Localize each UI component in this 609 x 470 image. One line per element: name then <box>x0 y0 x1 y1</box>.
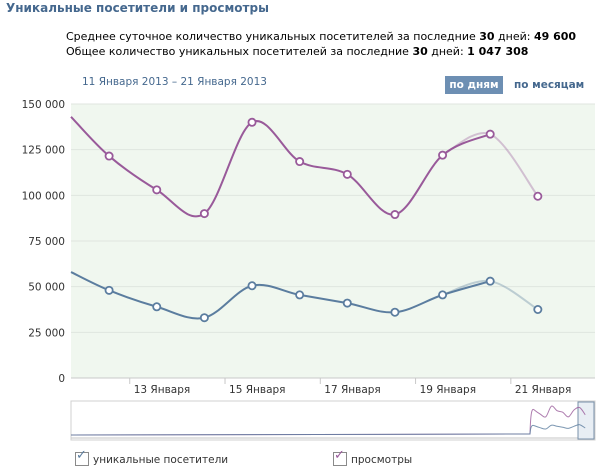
data-point <box>438 290 448 300</box>
stat-text: дней: <box>494 30 534 43</box>
average-daily-visitors-stat: Среднее суточное количество уникальных п… <box>66 30 576 43</box>
stat-text: Среднее суточное количество уникальных п… <box>66 30 480 43</box>
data-point <box>295 157 305 167</box>
x-tick-label: 21 Января <box>515 384 571 396</box>
overview-frame <box>70 400 596 441</box>
legend-views-label: просмотры <box>351 454 413 466</box>
data-point <box>295 290 305 300</box>
data-point <box>485 276 495 286</box>
series-line <box>70 271 491 320</box>
data-point <box>104 151 114 161</box>
data-point <box>247 281 257 291</box>
total-visitors-stat: Общее количество уникальных посетителей … <box>66 45 528 58</box>
x-tick-label: 13 Января <box>134 384 190 396</box>
legend-visitors-label: уникальные посетители <box>93 454 229 466</box>
date-range: 11 Января 2013 – 21 Января 2013 <box>82 76 267 88</box>
data-point <box>533 191 543 201</box>
y-tick-label: 150 000 <box>22 99 65 111</box>
stat-value: 49 600 <box>533 30 577 43</box>
legend-views-checkbox[interactable]: ✓ <box>333 449 347 466</box>
overview-series-line <box>70 424 586 436</box>
y-tick-label: 25 000 <box>28 327 65 339</box>
series-line <box>70 116 491 218</box>
section-title: Уникальные посетители и просмотры <box>6 1 269 15</box>
y-tick-label: 0 <box>58 373 65 385</box>
stat-text: Общее количество уникальных посетителей … <box>66 45 413 58</box>
data-point <box>199 209 209 219</box>
data-point <box>104 285 114 295</box>
stat-text: дней: <box>427 45 468 58</box>
y-tick-label: 75 000 <box>28 236 65 248</box>
data-point <box>152 185 162 195</box>
data-point <box>199 313 209 323</box>
legend-views[interactable]: ✓ просмотры <box>333 449 413 466</box>
stat-days: 30 <box>412 45 428 58</box>
y-tick-label: 125 000 <box>22 145 65 157</box>
data-point <box>438 150 448 160</box>
legend-visitors-checkbox[interactable]: ✓ <box>75 449 89 466</box>
stat-days: 30 <box>479 30 495 43</box>
stat-value: 1 047 308 <box>467 45 529 58</box>
data-point <box>533 304 543 314</box>
data-point <box>342 169 352 179</box>
data-point <box>390 210 400 220</box>
by-month-button[interactable]: по месяцам <box>514 79 585 91</box>
y-tick-label: 100 000 <box>22 190 65 202</box>
data-point <box>152 302 162 312</box>
legend-visitors[interactable]: ✓ уникальные посетители <box>75 449 229 466</box>
x-tick-label: 15 Января <box>229 384 285 396</box>
data-point <box>485 129 495 139</box>
overview-selection-handle <box>577 401 595 440</box>
data-point <box>390 307 400 317</box>
data-point <box>342 298 352 308</box>
by-day-button[interactable]: по дням <box>445 76 503 94</box>
x-tick-label: 19 Января <box>420 384 476 396</box>
data-point <box>247 117 257 127</box>
y-tick-label: 50 000 <box>28 282 65 294</box>
overview-series-line <box>70 405 586 436</box>
x-tick-label: 17 Января <box>324 384 380 396</box>
